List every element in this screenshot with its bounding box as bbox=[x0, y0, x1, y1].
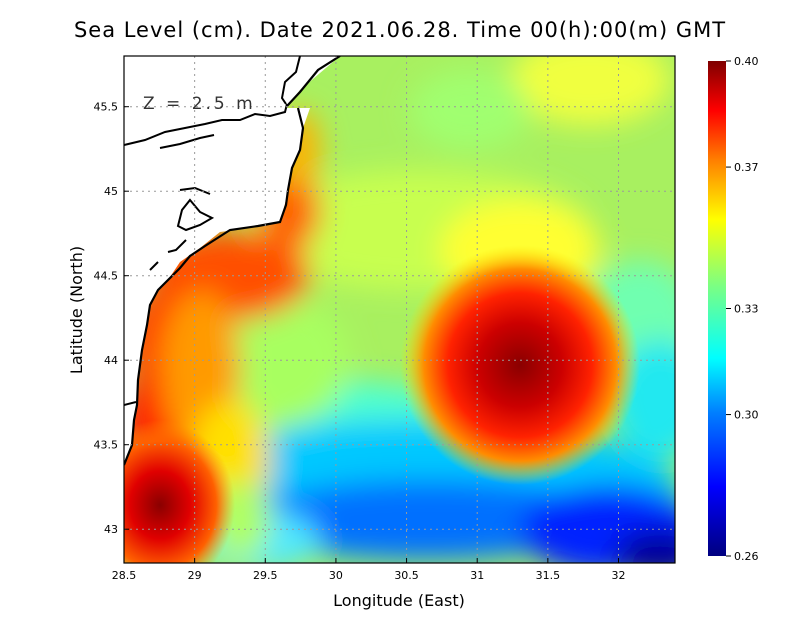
colorbar bbox=[708, 61, 726, 556]
colorbar-tick-label: 0.37 bbox=[734, 161, 759, 174]
y-tick-label: 44 bbox=[104, 354, 118, 367]
colorbar-tick-label: 0.26 bbox=[734, 550, 759, 563]
x-tick-label: 29 bbox=[188, 569, 202, 582]
x-tick-label: 28.5 bbox=[112, 569, 137, 582]
map-grid bbox=[124, 56, 675, 563]
y-tick-label: 44.5 bbox=[94, 270, 119, 283]
map-title: Sea Level (cm). Date 2021.06.28. Time 00… bbox=[73, 18, 727, 42]
coastline bbox=[124, 56, 341, 466]
x-axis-ticks: 28.5 29 29.5 30 30.5 31 31.5 32 bbox=[112, 558, 625, 582]
x-tick-label: 31.5 bbox=[536, 569, 561, 582]
y-tick-label: 43.5 bbox=[94, 439, 119, 452]
y-tick-label: 43 bbox=[104, 523, 118, 536]
x-tick-label: 32 bbox=[611, 569, 625, 582]
x-tick-label: 29.5 bbox=[253, 569, 278, 582]
colorbar-tick-label: 0.30 bbox=[734, 409, 759, 422]
x-tick-label: 30.5 bbox=[394, 569, 419, 582]
x-axis-label: Longitude (East) bbox=[333, 591, 465, 610]
y-axis-label: Latitude (North) bbox=[67, 246, 86, 374]
x-tick-label: 31 bbox=[470, 569, 484, 582]
colorbar-ticks: 0.40 0.37 0.33 0.30 0.26 bbox=[726, 55, 759, 563]
y-tick-label: 45.5 bbox=[94, 101, 119, 114]
sea-level-field bbox=[124, 56, 675, 563]
colorbar-tick-label: 0.40 bbox=[734, 55, 759, 68]
land-mask bbox=[124, 56, 340, 465]
x-tick-label: 30 bbox=[329, 569, 343, 582]
depth-annotation: Z = 2.5 m bbox=[143, 94, 256, 114]
plot-frame bbox=[123, 55, 676, 564]
colorbar-tick-label: 0.33 bbox=[734, 303, 759, 316]
y-axis-ticks: 43 43.5 44 44.5 45 45.5 bbox=[94, 101, 129, 536]
y-tick-label: 45 bbox=[104, 185, 118, 198]
